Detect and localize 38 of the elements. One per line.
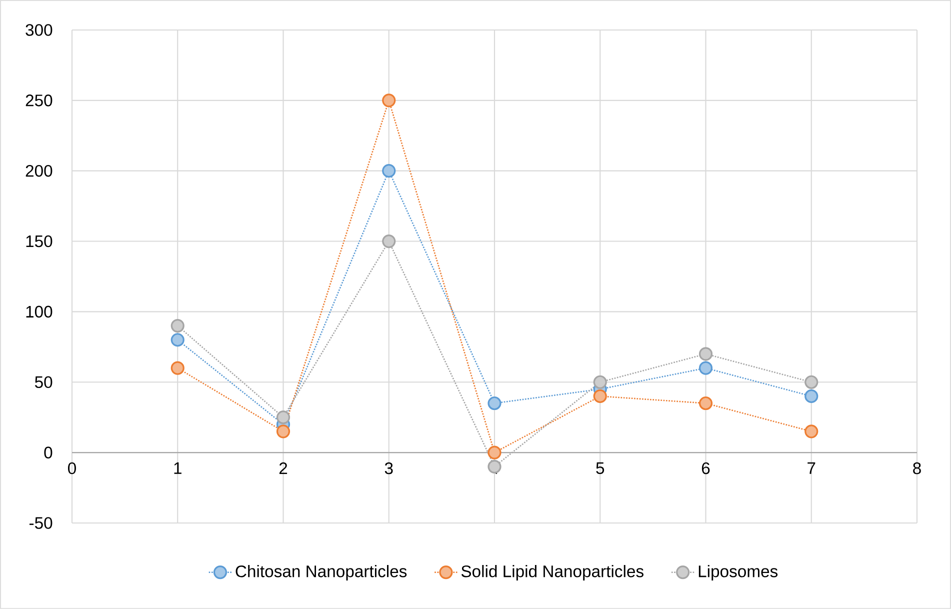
x-tick-label: 6 — [702, 462, 710, 474]
x-tick-label: 7 — [808, 462, 816, 474]
x-tick-label: 1 — [174, 462, 182, 474]
point — [170, 318, 184, 333]
point — [382, 164, 396, 178]
x-tick-label: 8 — [913, 462, 921, 474]
x-tick-label: 0 — [68, 462, 76, 474]
point — [593, 375, 607, 389]
legend-label: Chitosan Nanoparticles — [236, 564, 407, 581]
point — [488, 396, 502, 410]
point — [698, 347, 713, 361]
point — [804, 375, 818, 389]
point — [488, 460, 502, 474]
point — [488, 446, 502, 460]
point — [593, 389, 607, 404]
point — [382, 234, 396, 248]
legend-label: Solid Lipid Nanoparticles — [461, 564, 644, 581]
x-tick-label: 3 — [384, 462, 393, 474]
point — [698, 361, 713, 375]
y-tick-label: 250 — [26, 94, 52, 106]
y-tick-label: 100 — [26, 306, 52, 318]
y-tick-label: 50 — [34, 376, 52, 388]
y-tick-label: 300 — [26, 24, 52, 36]
point — [804, 389, 818, 404]
point — [170, 361, 184, 375]
point — [382, 94, 396, 108]
point — [698, 396, 713, 410]
point — [276, 410, 290, 424]
point — [170, 333, 184, 347]
y-tick-label: 0 — [44, 446, 52, 458]
y-tick-label: 200 — [26, 164, 52, 177]
point — [804, 424, 818, 438]
legend-label: Liposomes — [698, 564, 778, 581]
y-tick-label: -50 — [29, 517, 52, 529]
x-tick-label: 2 — [279, 462, 288, 474]
y-tick-label: 150 — [26, 235, 52, 248]
point — [276, 424, 290, 438]
x-tick-label: 5 — [596, 462, 604, 474]
